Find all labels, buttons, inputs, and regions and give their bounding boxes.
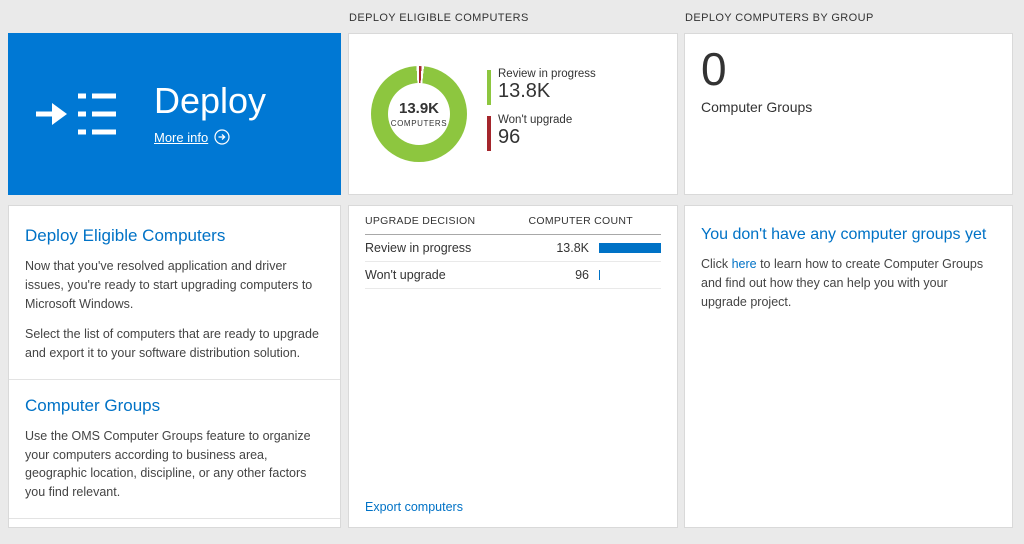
legend-swatch-red: [487, 116, 491, 151]
legend-value: 13.8K: [498, 80, 551, 102]
legend-item-wont-upgrade: Won't upgrade 96: [487, 114, 596, 151]
column-header-upgrade-decision: UPGRADE DECISION: [365, 215, 476, 227]
donut-legend: Review in progress 13.8K Won't upgrade 9…: [487, 68, 596, 160]
legend-label: Review in progress: [498, 68, 596, 80]
table-row-review-in-progress[interactable]: Review in progress 13.8K: [365, 235, 661, 262]
legend-label: Won't upgrade: [498, 114, 573, 126]
hero-text: Deploy More info: [154, 81, 266, 146]
empty-text-after: to learn how to create Computer Groups a…: [701, 257, 984, 309]
deploy-icon: [36, 93, 116, 135]
donut-total-label: COMPUTERS: [390, 119, 448, 128]
upgrade-decision-table: UPGRADE DECISION COMPUTER COUNT Review i…: [348, 205, 678, 528]
donut-total-value: 13.9K: [398, 100, 440, 117]
divider: [9, 378, 340, 380]
row-bar: [599, 270, 601, 280]
computer-groups-empty-panel: You don't have any computer groups yet C…: [684, 205, 1013, 528]
deploy-paragraph: Select the list of computers that are re…: [25, 327, 319, 360]
legend-value: 96: [498, 126, 521, 148]
more-info-label: More info: [154, 129, 209, 145]
heading-deploy-eligible-computers: Deploy Eligible Computers: [25, 226, 226, 245]
empty-text-before: Click: [701, 257, 732, 271]
computer-groups-paragraph: Use the OMS Computer Groups feature to o…: [25, 428, 311, 499]
donut-chart: 13.9K COMPUTERS: [371, 66, 467, 162]
row-count: 96: [575, 268, 589, 282]
computer-groups-count: 0: [701, 43, 727, 95]
heading-computer-groups: Computer Groups: [25, 395, 161, 415]
row-label: Won't upgrade: [365, 268, 446, 282]
deploy-paragraph: Now that you've resolved application and…: [25, 259, 313, 311]
row-count: 13.8K: [556, 241, 589, 255]
eligible-summary-tile[interactable]: 13.9K COMPUTERS Review in progress 13.8K…: [348, 33, 678, 195]
computer-groups-count-label: Computer Groups: [701, 99, 813, 116]
table-row-wont-upgrade[interactable]: Won't upgrade 96: [365, 262, 661, 289]
computer-groups-count-tile[interactable]: 0 Computer Groups: [684, 33, 1013, 195]
deploy-info-panel: Deploy Eligible Computers Now that you'v…: [8, 205, 341, 528]
row-bar-track: [599, 270, 661, 280]
here-link[interactable]: here: [731, 257, 757, 271]
donut-center: 13.9K COMPUTERS: [371, 66, 467, 162]
row-bar-track: [599, 243, 661, 253]
divider: [9, 517, 340, 519]
export-computers-link[interactable]: Export computers: [365, 500, 463, 514]
page-title: Deploy: [154, 80, 267, 122]
deploy-hero-tile[interactable]: Deploy More info: [8, 33, 341, 195]
arrow-circle-icon: [214, 129, 230, 145]
table-header-row: UPGRADE DECISION COMPUTER COUNT: [365, 206, 661, 235]
empty-state-heading: You don't have any computer groups yet: [701, 226, 987, 243]
empty-state-text: Click here to learn how to create Comput…: [701, 255, 996, 311]
legend-item-review-in-progress: Review in progress 13.8K: [487, 68, 596, 105]
column-header-computer-count: COMPUTER COUNT: [528, 215, 633, 227]
section-header-eligible: DEPLOY ELIGIBLE COMPUTERS: [349, 12, 529, 24]
legend-swatch-green: [487, 70, 491, 105]
more-info-link[interactable]: More info: [154, 129, 230, 145]
row-label: Review in progress: [365, 241, 472, 255]
section-header-groups: DEPLOY COMPUTERS BY GROUP: [685, 12, 874, 24]
row-bar: [599, 243, 661, 253]
